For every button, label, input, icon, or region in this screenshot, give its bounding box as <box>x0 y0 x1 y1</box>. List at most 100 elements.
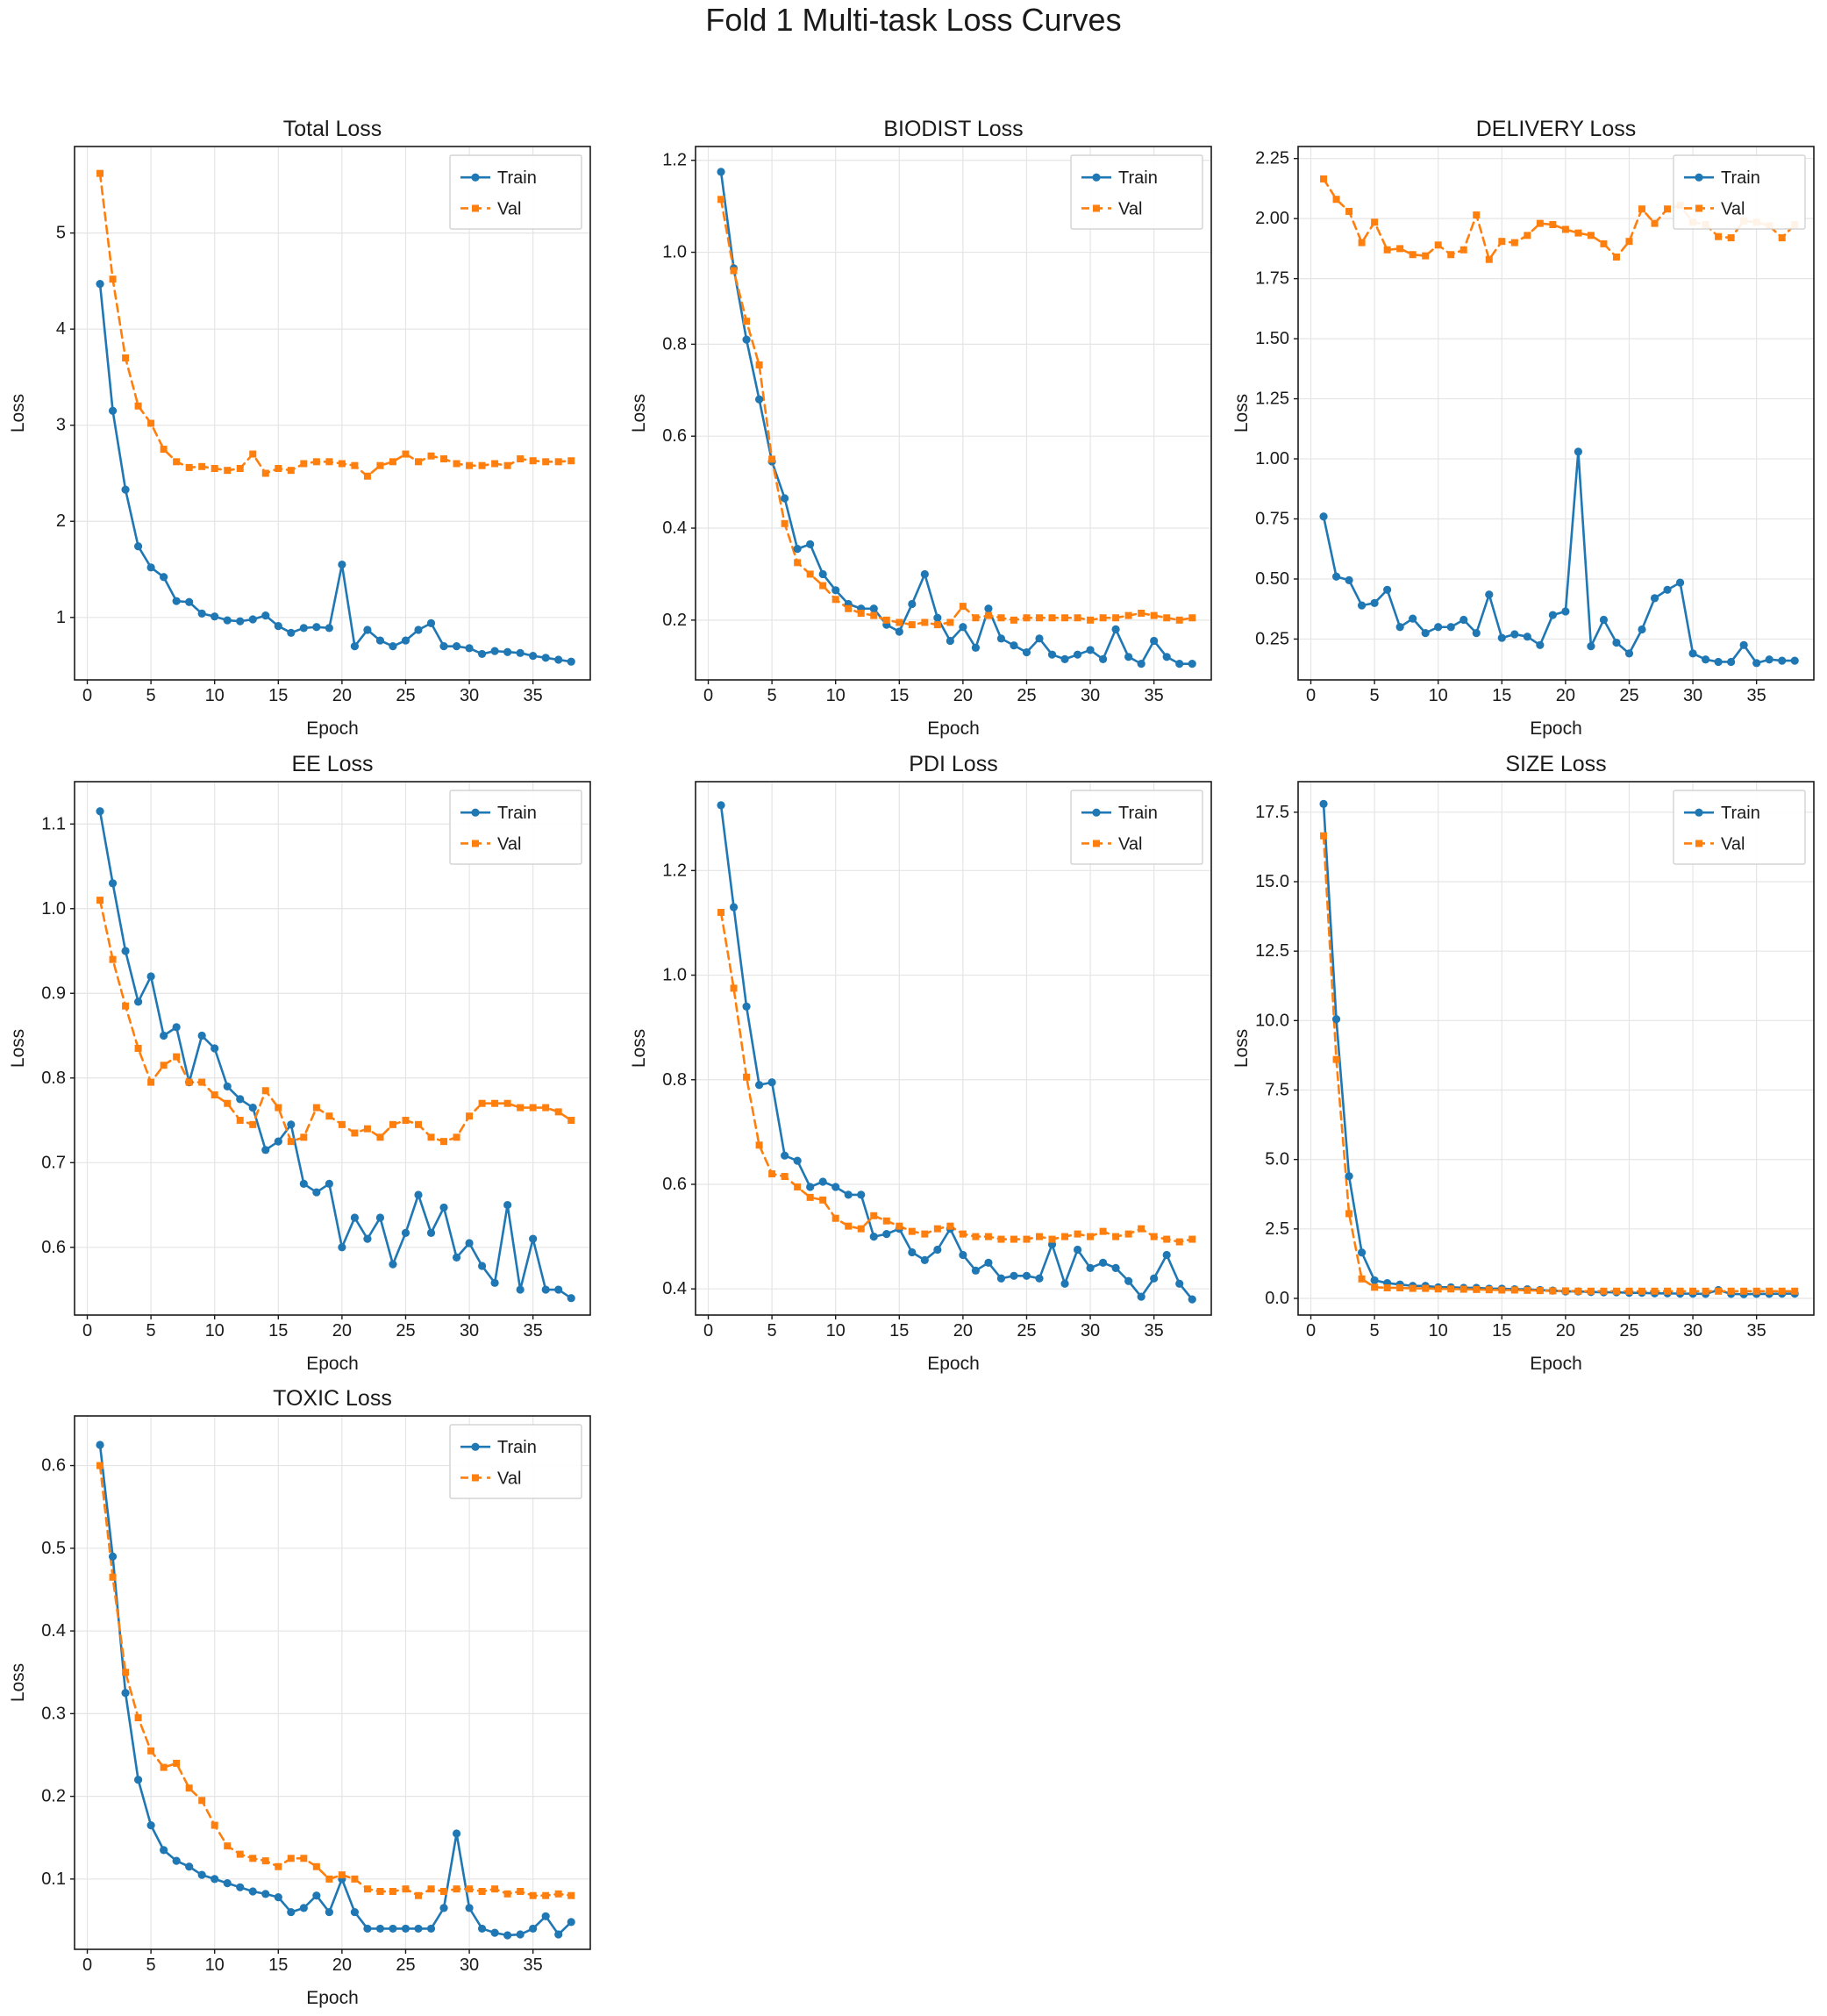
svg-text:0: 0 <box>82 686 92 705</box>
svg-text:Val: Val <box>1721 199 1745 218</box>
svg-text:0.6: 0.6 <box>41 1456 66 1476</box>
svg-text:Val: Val <box>497 1469 521 1488</box>
svg-text:15: 15 <box>268 686 288 705</box>
svg-text:Loss: Loss <box>629 394 649 433</box>
svg-text:Val: Val <box>1118 199 1142 218</box>
svg-text:0.3: 0.3 <box>41 1704 66 1723</box>
svg-text:15: 15 <box>889 1321 909 1340</box>
svg-text:25: 25 <box>1619 1321 1638 1340</box>
svg-text:0.25: 0.25 <box>1255 629 1289 648</box>
svg-text:0.4: 0.4 <box>662 518 687 538</box>
svg-text:20: 20 <box>332 1321 352 1340</box>
svg-text:0: 0 <box>1306 1321 1316 1340</box>
svg-text:20: 20 <box>332 686 352 705</box>
svg-text:2.25: 2.25 <box>1255 149 1289 168</box>
svg-text:2.00: 2.00 <box>1255 209 1289 228</box>
svg-text:35: 35 <box>1747 1321 1766 1340</box>
svg-text:1.0: 1.0 <box>662 966 687 985</box>
svg-text:TOXIC Loss: TOXIC Loss <box>273 1386 392 1411</box>
svg-text:25: 25 <box>1619 686 1638 705</box>
svg-text:1.00: 1.00 <box>1255 449 1289 468</box>
svg-text:20: 20 <box>953 686 973 705</box>
svg-text:30: 30 <box>1683 1321 1702 1340</box>
svg-text:DELIVERY Loss: DELIVERY Loss <box>1476 117 1637 141</box>
svg-text:15.0: 15.0 <box>1255 872 1289 891</box>
svg-text:25: 25 <box>396 1955 415 1975</box>
svg-text:10: 10 <box>1429 1321 1448 1340</box>
svg-text:Loss: Loss <box>1231 394 1252 433</box>
svg-text:BIODIST Loss: BIODIST Loss <box>883 117 1023 141</box>
svg-text:15: 15 <box>1492 1321 1511 1340</box>
svg-text:Val: Val <box>1118 834 1142 854</box>
svg-text:5: 5 <box>1370 1321 1380 1340</box>
svg-text:5: 5 <box>1370 686 1380 705</box>
svg-text:35: 35 <box>1145 686 1164 705</box>
svg-text:7.5: 7.5 <box>1265 1081 1289 1100</box>
svg-text:10: 10 <box>826 686 846 705</box>
svg-text:30: 30 <box>460 1321 479 1340</box>
svg-text:Epoch: Epoch <box>1530 1354 1582 1374</box>
svg-text:0: 0 <box>82 1955 92 1975</box>
svg-text:4: 4 <box>56 319 66 339</box>
svg-text:0.2: 0.2 <box>41 1787 66 1806</box>
svg-text:0: 0 <box>703 686 713 705</box>
svg-text:10: 10 <box>205 1321 225 1340</box>
svg-text:35: 35 <box>524 1321 543 1340</box>
svg-text:1.2: 1.2 <box>662 861 687 880</box>
svg-text:0.6: 0.6 <box>41 1238 66 1257</box>
svg-text:0.5: 0.5 <box>41 1539 66 1558</box>
svg-text:0.75: 0.75 <box>1255 510 1289 529</box>
svg-text:Loss: Loss <box>1231 1029 1252 1068</box>
svg-text:0.6: 0.6 <box>662 426 687 446</box>
svg-text:0.0: 0.0 <box>1265 1289 1289 1308</box>
svg-text:Loss: Loss <box>8 1663 28 1702</box>
svg-text:Total Loss: Total Loss <box>283 117 382 141</box>
svg-text:Train: Train <box>1118 804 1158 823</box>
svg-text:PDI Loss: PDI Loss <box>909 752 997 776</box>
svg-text:35: 35 <box>524 1955 543 1975</box>
svg-text:5: 5 <box>767 1321 777 1340</box>
svg-text:0.4: 0.4 <box>41 1621 66 1641</box>
svg-text:25: 25 <box>1017 1321 1036 1340</box>
svg-text:1.1: 1.1 <box>41 814 66 833</box>
svg-text:Loss: Loss <box>629 1029 649 1068</box>
svg-text:EE Loss: EE Loss <box>291 752 373 776</box>
svg-text:0.4: 0.4 <box>662 1279 687 1298</box>
svg-text:0: 0 <box>82 1321 92 1340</box>
svg-text:Train: Train <box>497 804 537 823</box>
svg-text:15: 15 <box>1492 686 1511 705</box>
svg-text:3: 3 <box>56 416 66 435</box>
svg-text:30: 30 <box>1081 1321 1100 1340</box>
svg-text:15: 15 <box>889 686 909 705</box>
svg-text:10: 10 <box>205 1955 225 1975</box>
svg-text:20: 20 <box>1556 686 1575 705</box>
svg-text:25: 25 <box>1017 686 1036 705</box>
svg-text:Loss: Loss <box>8 394 28 433</box>
svg-text:30: 30 <box>460 686 479 705</box>
svg-text:1.0: 1.0 <box>662 243 687 262</box>
svg-text:10: 10 <box>826 1321 846 1340</box>
svg-text:5: 5 <box>146 1321 156 1340</box>
svg-text:2: 2 <box>56 511 66 531</box>
svg-text:35: 35 <box>1747 686 1766 705</box>
svg-text:Val: Val <box>497 199 521 218</box>
svg-text:30: 30 <box>1081 686 1100 705</box>
svg-text:1: 1 <box>56 608 66 627</box>
svg-text:15: 15 <box>268 1955 288 1975</box>
svg-text:0.8: 0.8 <box>662 1070 687 1090</box>
svg-text:15: 15 <box>268 1321 288 1340</box>
svg-text:Epoch: Epoch <box>306 1354 359 1374</box>
svg-text:0.50: 0.50 <box>1255 569 1289 589</box>
svg-text:1.2: 1.2 <box>662 151 687 170</box>
svg-text:0.8: 0.8 <box>41 1069 66 1088</box>
svg-text:0: 0 <box>703 1321 713 1340</box>
svg-text:12.5: 12.5 <box>1255 941 1289 961</box>
svg-text:0.2: 0.2 <box>662 611 687 630</box>
svg-text:30: 30 <box>460 1955 479 1975</box>
svg-text:5.0: 5.0 <box>1265 1150 1289 1169</box>
svg-text:25: 25 <box>396 686 415 705</box>
svg-text:5: 5 <box>767 686 777 705</box>
svg-text:Epoch: Epoch <box>927 1354 980 1374</box>
svg-text:0.9: 0.9 <box>41 983 66 1003</box>
svg-text:20: 20 <box>1556 1321 1575 1340</box>
